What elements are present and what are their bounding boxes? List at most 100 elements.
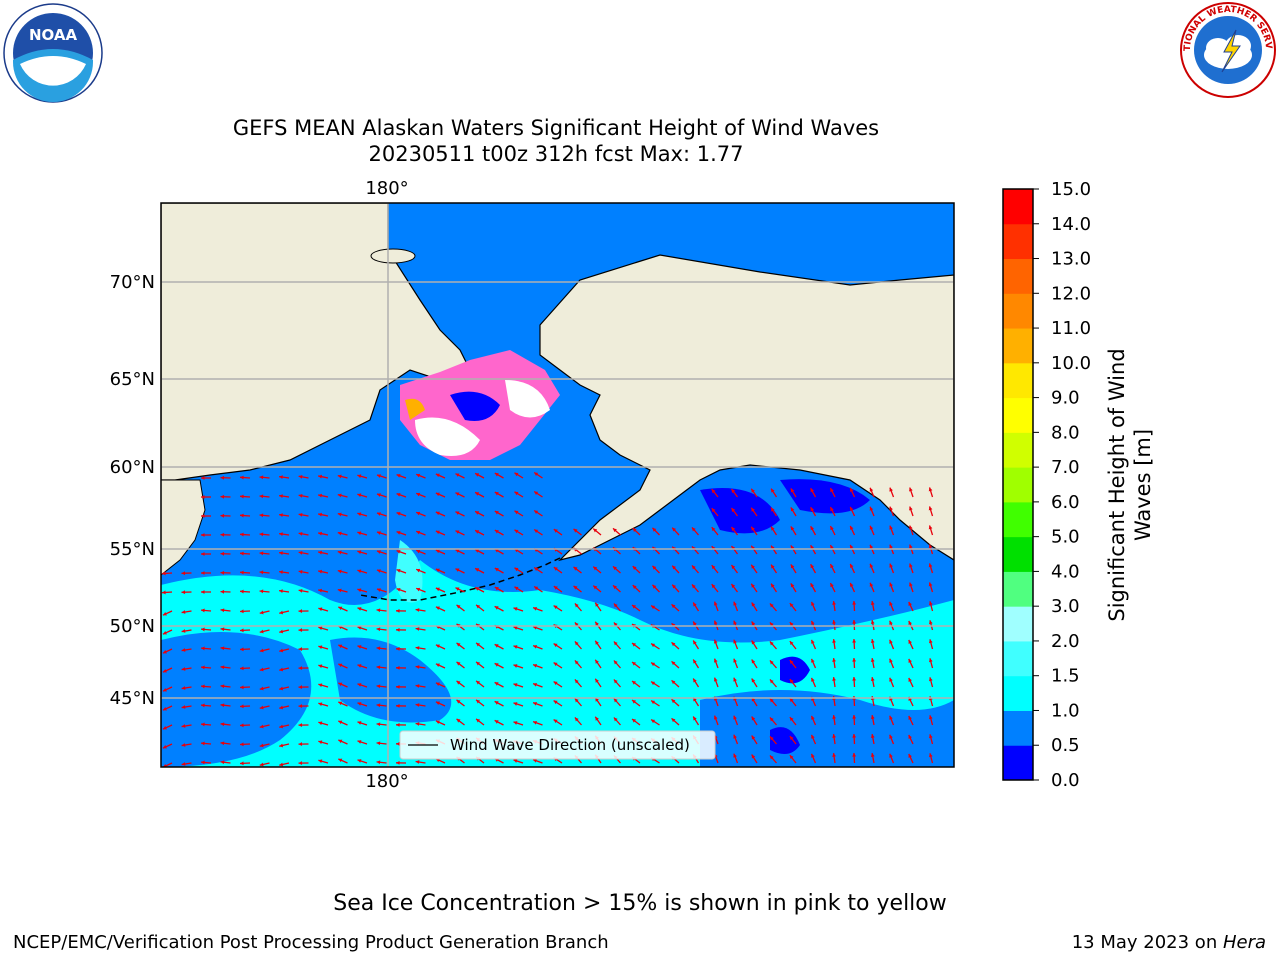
wind-wave-arrowhead: [870, 677, 875, 681]
wind-wave-arrowhead: [357, 493, 362, 498]
colorbar-tick-label: 11.0: [1051, 318, 1091, 339]
wind-wave-arrowhead: [396, 588, 401, 592]
wind-wave-arrowhead: [850, 544, 854, 549]
wind-wave-arrowhead: [475, 568, 480, 572]
wind-wave-arrowhead: [870, 715, 875, 719]
wind-wave-arrowhead: [713, 620, 718, 625]
wind-wave-arrowhead: [514, 529, 519, 534]
wind-wave-arrowhead: [553, 681, 558, 686]
wind-wave-arrowhead: [928, 525, 933, 530]
wind-wave-arrowhead: [318, 569, 323, 574]
sea-ice-edge: [405, 398, 425, 420]
wind-wave-arrowhead: [832, 601, 836, 605]
wind-wave-arrowhead: [574, 603, 579, 608]
wind-wave-arrowhead: [870, 658, 875, 662]
wind-wave-arrowhead: [852, 734, 857, 738]
wind-wave-arrowhead: [357, 702, 362, 706]
wind-wave-arrowhead: [298, 742, 303, 746]
wind-wave-arrowhead: [869, 487, 874, 492]
wind-wave-arrowhead: [279, 494, 283, 499]
wind-wave-arrowhead: [533, 702, 538, 706]
wind-wave-arrowhead: [769, 717, 774, 722]
wind-wave-arrowhead: [279, 724, 284, 729]
wind-wave-arrowhead: [928, 677, 933, 682]
wind-wave-arrowhead: [713, 715, 718, 720]
colorbar-tick-label: 12.0: [1051, 283, 1091, 304]
wind-wave-arrowhead: [357, 683, 362, 687]
wind-wave-arrowhead: [376, 474, 381, 478]
wind-wave-arrowhead: [574, 698, 579, 703]
wind-wave-arrowhead: [850, 563, 854, 568]
wind-wave-arrowhead: [852, 601, 857, 605]
colorbar-tick-label: 6.0: [1051, 492, 1080, 513]
wind-wave-arrowhead: [652, 565, 657, 570]
wind-wave-arrowhead: [337, 531, 342, 536]
wind-wave-arrowhead: [612, 566, 617, 571]
wind-wave-arrowhead: [534, 567, 539, 572]
wind-wave-arrowhead: [456, 699, 461, 704]
wind-wave-arrowhead: [298, 609, 303, 613]
wind-wave-arrowhead: [259, 610, 264, 615]
wind-wave-arrowhead: [435, 511, 440, 516]
wind-wave-arrowhead: [789, 641, 794, 646]
wind-wave-arrowhead: [455, 587, 460, 591]
wind-wave-arrowhead: [789, 755, 794, 760]
colorbar-segment: [1003, 501, 1033, 538]
wind-wave-arrowhead: [908, 734, 912, 739]
low-wave-patch-2: [780, 479, 870, 514]
wind-wave-arrowhead: [811, 601, 815, 606]
wind-wave-arrowhead: [810, 564, 815, 569]
colorbar-label-line1: Significant Height of Wind: [1105, 348, 1129, 621]
wind-wave-arrowhead: [928, 658, 933, 663]
wind-wave-arrowhead: [494, 644, 499, 648]
wind-wave-arrowhead: [889, 601, 893, 606]
wind-wave-arrowhead: [771, 488, 775, 493]
wind-wave-arrowhead: [376, 627, 381, 632]
wind-wave-arrowhead: [396, 493, 401, 497]
wind-wave-arrowhead: [494, 663, 499, 667]
wind-wave-arrowhead: [693, 602, 697, 607]
wind-wave-arrowhead: [181, 686, 186, 690]
wind-wave-arrowhead: [279, 532, 283, 537]
wind-wave-arrowhead: [928, 620, 933, 625]
lat-label-60: 60°N: [110, 457, 155, 478]
colorbar-segment: [1003, 362, 1033, 399]
wind-wave-arrowhead: [832, 734, 836, 738]
colorbar-segment: [1003, 745, 1033, 781]
wind-wave-arrowhead: [909, 525, 913, 530]
wind-wave-arrowhead: [671, 718, 676, 723]
wind-wave-arrowhead: [751, 564, 755, 569]
lon-label-top: 180°: [365, 178, 408, 199]
wind-wave-arrowhead: [318, 683, 323, 688]
wind-wave-arrowhead: [220, 570, 225, 575]
wind-wave-arrowhead: [534, 529, 539, 534]
wind-wave-arrowhead: [318, 626, 323, 631]
wind-wave-arrowhead: [416, 587, 421, 592]
wind-wave-arrowhead: [613, 717, 618, 722]
wind-wave-arrowhead: [693, 716, 697, 721]
wind-wave-arrowhead: [889, 582, 893, 587]
wind-wave-arrowhead: [909, 563, 913, 568]
wind-wave-arrowhead: [693, 659, 697, 664]
wind-wave-arrowhead: [476, 680, 481, 685]
wind-wave-arrowhead: [220, 741, 225, 746]
wind-wave-arrowhead: [181, 590, 186, 595]
wind-wave-arrowhead: [632, 604, 636, 609]
lat-label-55: 55°N: [110, 539, 155, 560]
wind-wave-arrowhead: [396, 512, 401, 516]
colorbar-tick-label: 3.0: [1051, 596, 1080, 617]
wind-wave-arrowhead: [595, 716, 599, 721]
wind-wave-arrowhead: [672, 527, 677, 532]
wind-wave-arrowhead: [671, 642, 676, 647]
wind-wave-arrowhead: [869, 525, 874, 530]
wind-wave-arrowhead: [337, 550, 342, 555]
wind-wave-arrowhead: [357, 569, 362, 574]
wind-wave-arrowhead: [731, 507, 736, 512]
wind-wave-arrowhead: [711, 508, 716, 513]
wind-wave-arrowhead: [376, 703, 381, 708]
footer-host: Hera: [1222, 932, 1266, 953]
colorbar-segment: [1003, 293, 1033, 329]
wind-wave-arrowhead: [928, 506, 933, 511]
wind-wave-arrowhead: [771, 526, 775, 531]
wind-wave-arrowhead: [790, 583, 795, 588]
